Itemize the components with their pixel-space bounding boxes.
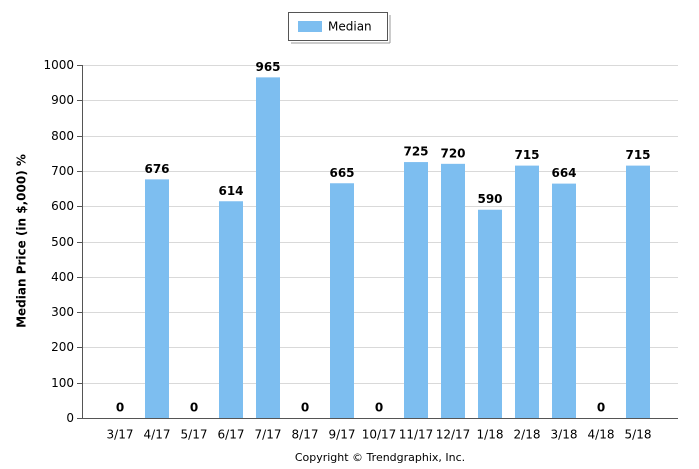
y-tick-label: 400	[51, 270, 74, 284]
bar	[219, 201, 243, 418]
value-label: 665	[329, 166, 354, 180]
y-tick-label: 200	[51, 340, 74, 354]
y-tick-label: 800	[51, 129, 74, 143]
bar	[626, 165, 650, 418]
value-label: 0	[190, 401, 198, 415]
y-tick-label: 900	[51, 93, 74, 107]
value-label: 965	[255, 60, 280, 74]
x-tick-label: 8/17	[292, 428, 319, 442]
x-tick-label: 9/17	[329, 428, 356, 442]
y-tick-label: 0	[66, 411, 74, 425]
y-tick-label: 1000	[43, 58, 74, 72]
bar	[256, 77, 280, 418]
bar	[552, 183, 576, 418]
value-label: 0	[301, 401, 309, 415]
value-label: 614	[218, 184, 243, 198]
x-tick-label: 12/17	[436, 428, 471, 442]
bar	[145, 179, 169, 418]
footer: Copyright © Trendgraphix, Inc.	[295, 451, 465, 464]
value-label: 590	[477, 192, 502, 206]
y-tick-label: 500	[51, 235, 74, 249]
legend-label: Median	[328, 20, 372, 34]
value-label: 720	[440, 146, 465, 160]
bar	[478, 209, 502, 418]
x-tick-label: 4/18	[588, 428, 615, 442]
value-label: 0	[116, 401, 124, 415]
x-tick-label: 1/18	[477, 428, 504, 442]
x-tick-label: 10/17	[362, 428, 397, 442]
value-label: 676	[144, 162, 169, 176]
bar	[441, 163, 465, 418]
bar	[330, 183, 354, 418]
x-tick-label: 4/17	[144, 428, 171, 442]
bar	[515, 165, 539, 418]
y-tick-label: 300	[51, 305, 74, 319]
y-tick-label: 700	[51, 164, 74, 178]
y-tick-label: 600	[51, 199, 74, 213]
x-tick-label: 11/17	[399, 428, 434, 442]
x-tick-label: 3/18	[551, 428, 578, 442]
value-label: 715	[514, 148, 539, 162]
value-label: 664	[551, 166, 576, 180]
bar	[404, 162, 428, 418]
x-tick-label: 5/18	[625, 428, 652, 442]
value-label: 0	[375, 401, 383, 415]
value-label: 725	[403, 145, 428, 159]
value-label: 0	[597, 401, 605, 415]
x-tick-label: 5/17	[181, 428, 208, 442]
value-label: 715	[625, 148, 650, 162]
x-tick-label: 7/17	[255, 428, 282, 442]
x-tick-label: 3/17	[107, 428, 134, 442]
x-tick-label: 6/17	[218, 428, 245, 442]
x-tick-label: 2/18	[514, 428, 541, 442]
y-axis-title: Median Price (in $,000) %	[15, 154, 29, 328]
y-tick-label: 100	[51, 376, 74, 390]
legend-swatch	[298, 21, 322, 32]
